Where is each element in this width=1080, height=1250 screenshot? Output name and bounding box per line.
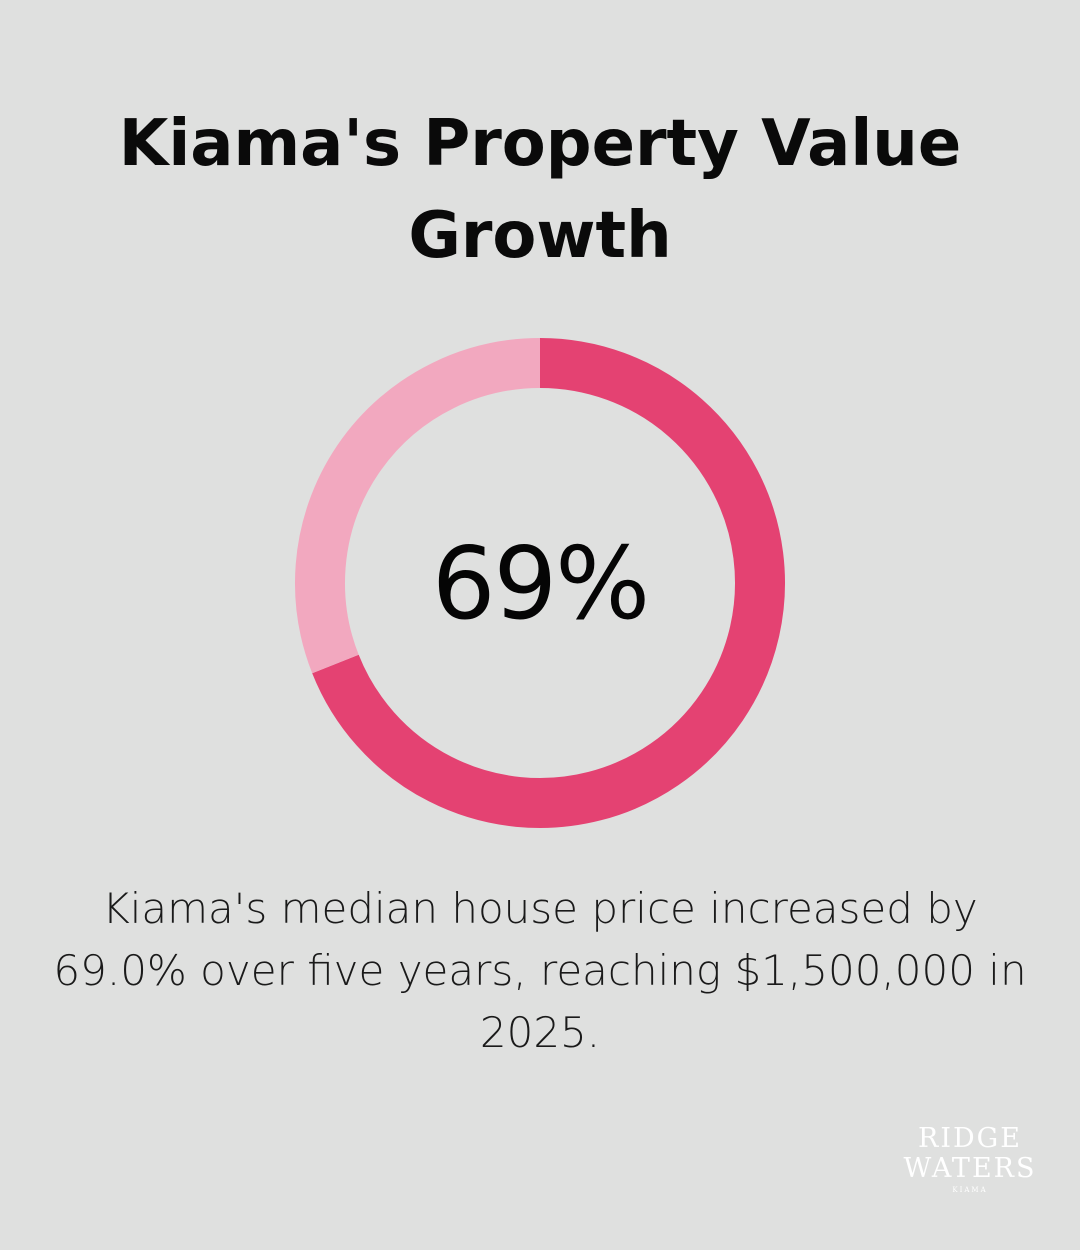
donut-svg: [295, 338, 785, 828]
chart-caption: Kiama's median house price increased by …: [53, 884, 1027, 1057]
chart-title: Kiama's Property Value Growth: [118, 107, 962, 273]
logo-line-2: WATERS: [903, 1153, 1037, 1184]
center-value-label: 69%: [431, 524, 650, 642]
donut-slice-2: [295, 338, 541, 674]
logo-line-3: KIAMA: [952, 1186, 988, 1194]
logo-line-1: RIDGE: [918, 1123, 1022, 1154]
brand-logo: RIDGE WATERS KIAMA: [890, 1124, 1050, 1196]
donut-chart: 69%: [290, 333, 790, 833]
donut-slice-1: [312, 338, 785, 828]
